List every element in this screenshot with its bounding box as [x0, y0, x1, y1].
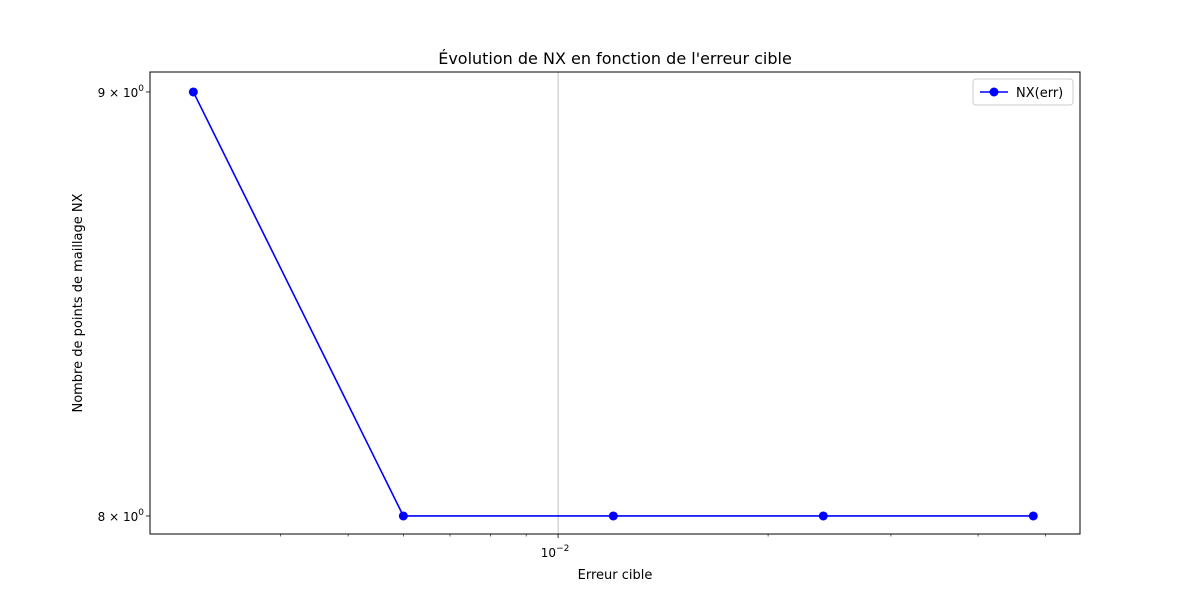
series-layer — [188, 87, 1038, 521]
chart-title: Évolution de NX en fonction de l'erreur … — [438, 49, 792, 68]
data-point — [188, 87, 198, 97]
y-tick-label: 8 × 100 — [98, 508, 145, 524]
y-axis-ticks: 9 × 100 8 × 100 — [98, 84, 150, 524]
data-point — [1028, 511, 1038, 521]
y-tick-label: 9 × 100 — [98, 84, 145, 100]
data-point — [608, 511, 618, 521]
legend-label: NX(err) — [1016, 86, 1063, 101]
series-line — [192, 91, 1034, 517]
x-tick-label: 10−2 — [541, 544, 570, 560]
data-point — [398, 511, 408, 521]
x-axis-ticks: 10−2 — [280, 534, 1046, 560]
legend-box — [972, 78, 1074, 106]
legend-marker — [989, 87, 999, 97]
y-axis-label: Nombre de points de maillage NX — [71, 193, 86, 412]
data-point — [818, 511, 828, 521]
legend: NX(err) — [972, 78, 1074, 106]
x-axis-label: Erreur cible — [578, 568, 653, 583]
plot-frame — [149, 71, 1081, 535]
